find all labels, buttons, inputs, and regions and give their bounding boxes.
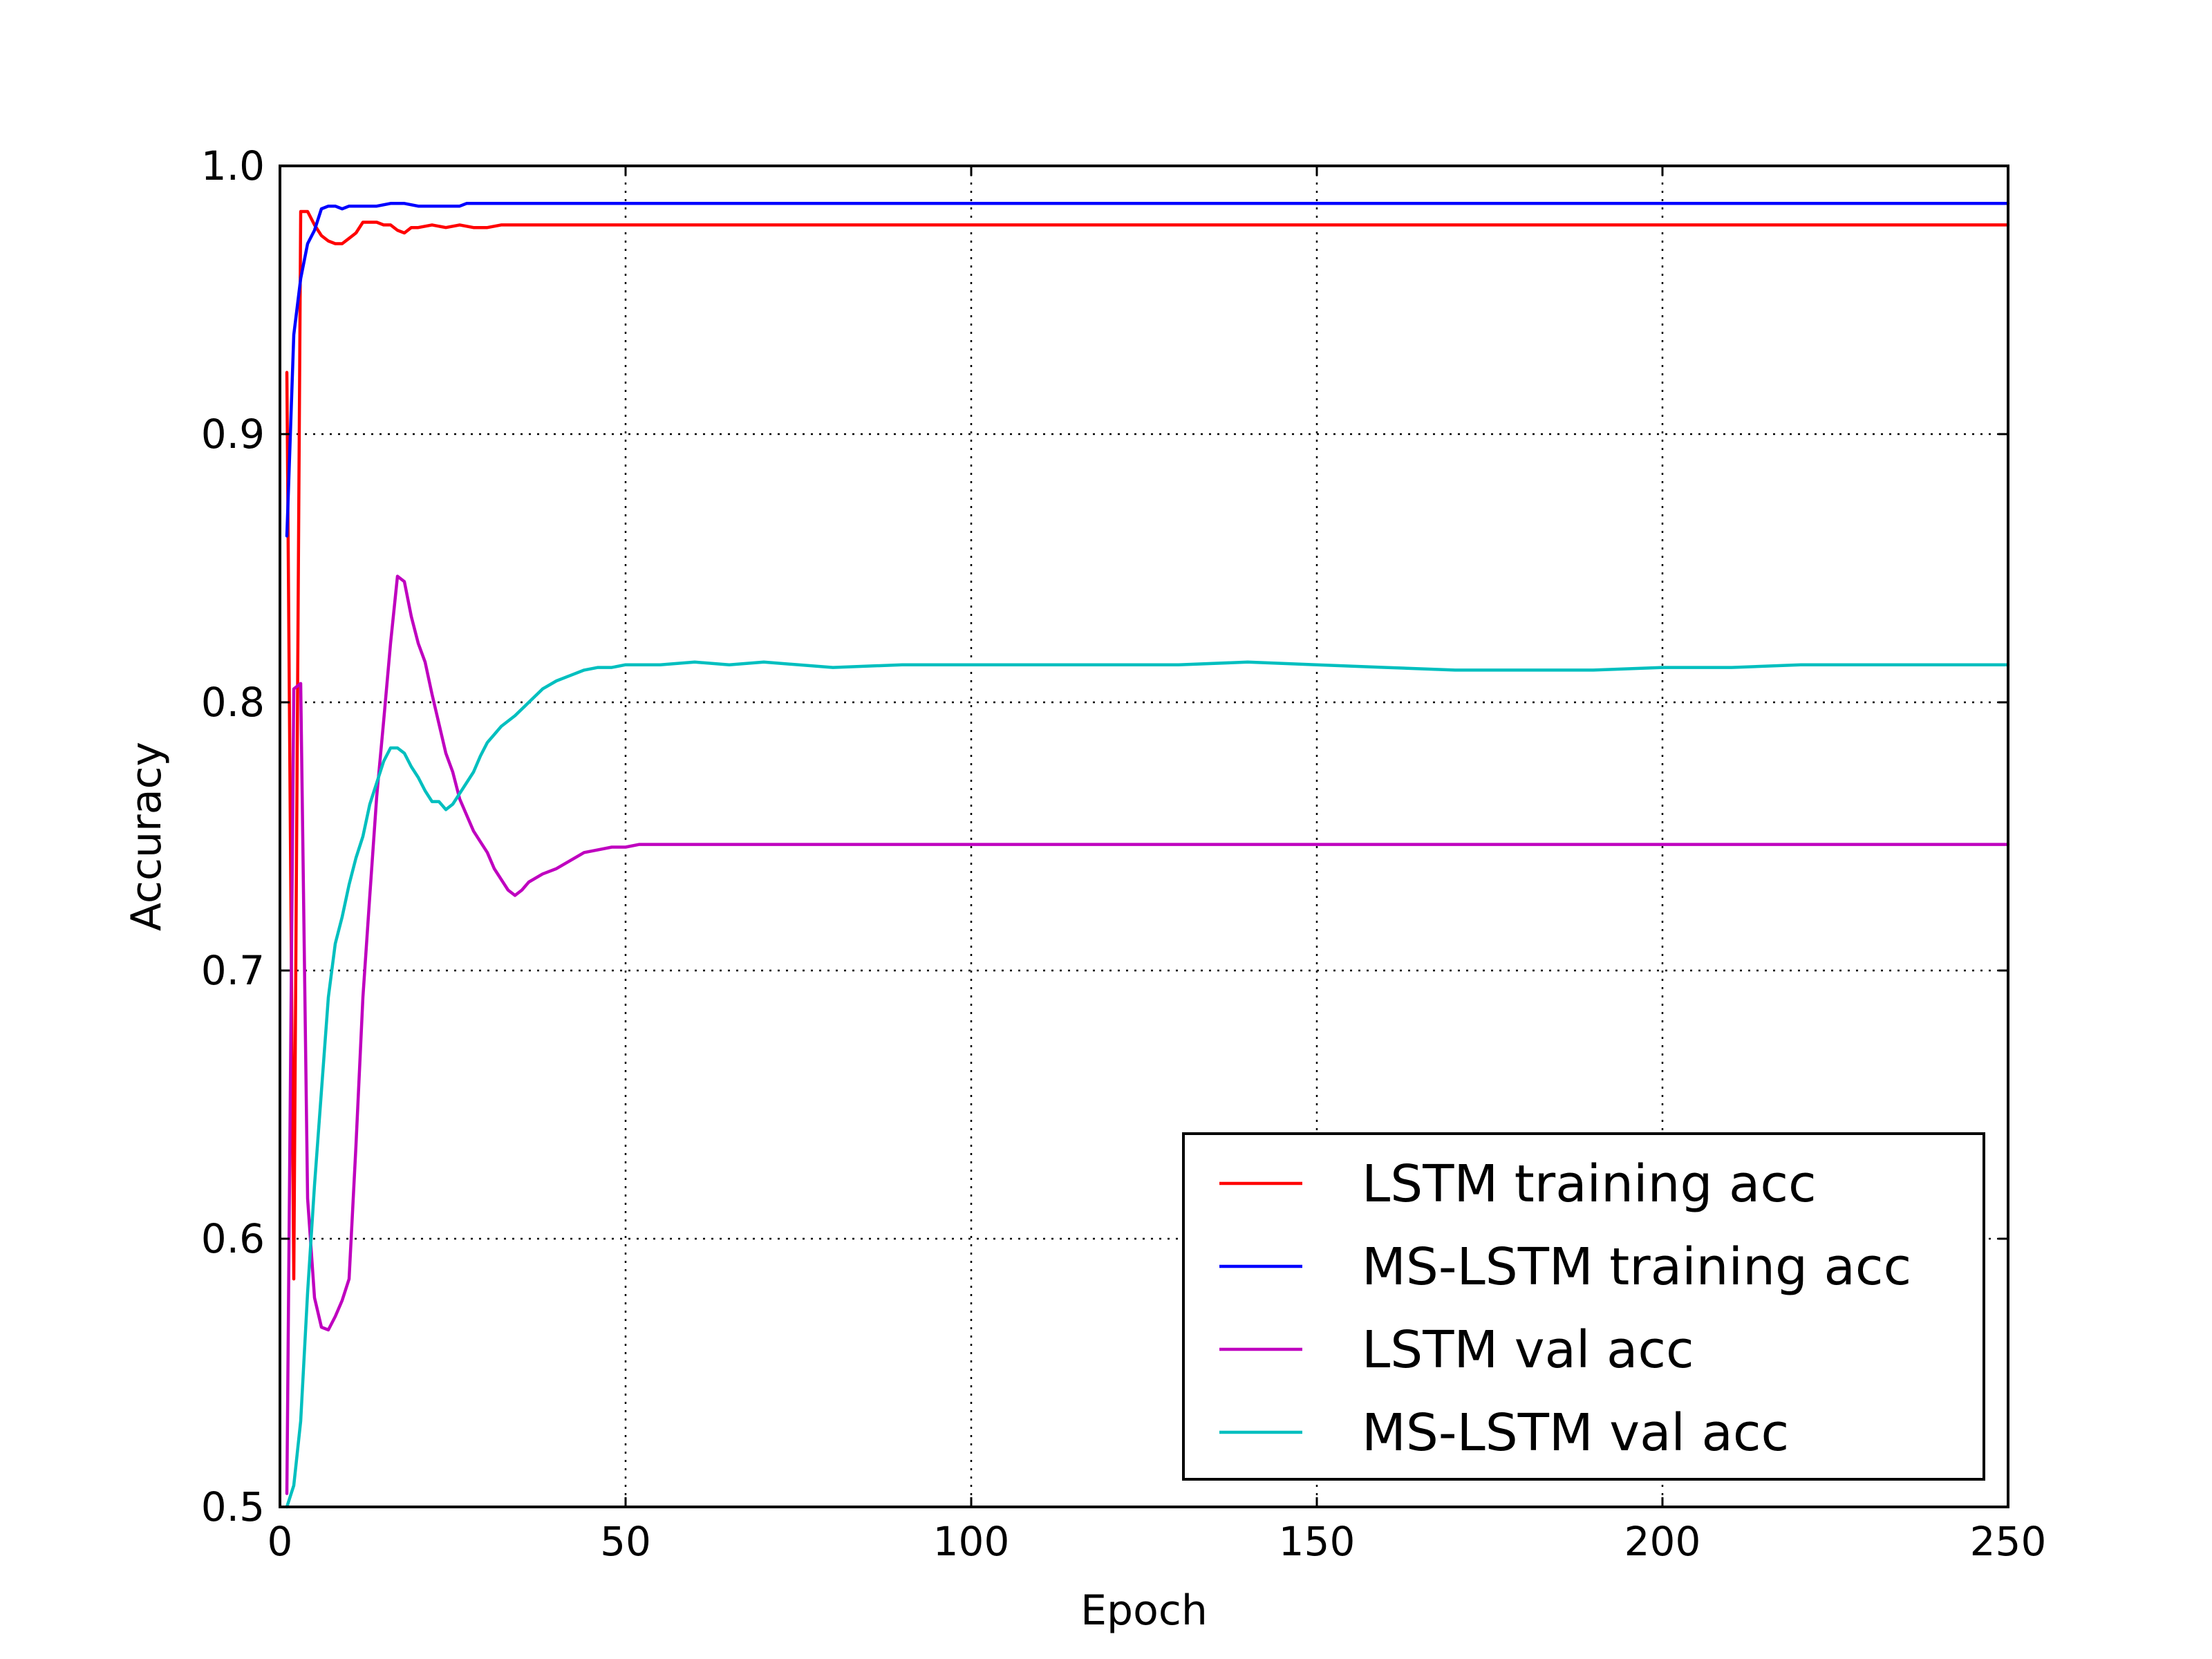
x-axis-label: Epoch — [1080, 1586, 1208, 1635]
y-tick-label: 0.5 — [201, 1483, 265, 1530]
x-tick-label: 100 — [933, 1518, 1010, 1565]
series-lines — [285, 202, 2010, 1509]
legend-label: MS-LSTM val acc — [1362, 1403, 1789, 1463]
legend-label: MS-LSTM training acc — [1362, 1237, 1911, 1297]
series-line-0 — [285, 209, 2010, 1281]
y-axis-label: Accuracy — [122, 742, 171, 931]
series-line-1 — [285, 202, 2010, 538]
tick-labels: 0 50 100 150 200 250 0.5 0.6 0.7 0.8 0.9 1.0 — [201, 142, 2047, 1565]
series-line-2 — [285, 574, 2010, 1495]
y-tick-label: 0.9 — [201, 411, 265, 458]
y-tick-label: 1.0 — [201, 142, 265, 189]
x-tick-label: 0 — [268, 1518, 293, 1565]
x-tick-label: 150 — [1279, 1518, 1356, 1565]
y-tick-label: 0.8 — [201, 679, 265, 726]
legend-box — [1182, 1132, 1985, 1481]
y-tick-label: 0.6 — [201, 1215, 265, 1262]
x-tick-label: 200 — [1624, 1518, 1701, 1565]
grid — [280, 166, 2008, 1507]
x-tick-label: 50 — [600, 1518, 651, 1565]
plot-frame — [279, 165, 2009, 1508]
axis-ticks — [279, 165, 2009, 1508]
legend-label: LSTM val acc — [1362, 1320, 1694, 1380]
legend-label: LSTM training acc — [1362, 1154, 1817, 1214]
legend: LSTM training acc MS-LSTM training acc LST… — [1182, 1132, 1985, 1481]
series-line-3 — [285, 660, 2010, 1509]
y-tick-label: 0.7 — [201, 947, 265, 994]
x-tick-label: 250 — [1970, 1518, 2047, 1565]
legend-items: LSTM training acc MS-LSTM training acc LST… — [1219, 1154, 1911, 1463]
